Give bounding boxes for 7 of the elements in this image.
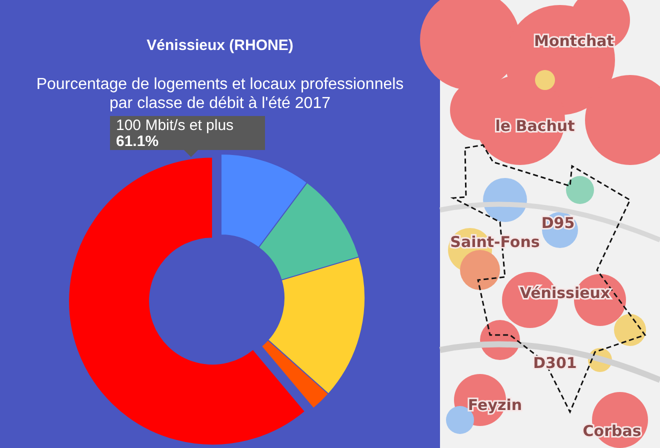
text: D301 bbox=[533, 354, 577, 372]
slice-label: 100 Mbit/s et plus bbox=[116, 117, 234, 134]
chart-title: Vénissieux (RHONE) bbox=[146, 37, 294, 54]
text: D95 bbox=[541, 214, 575, 232]
text: Montchat bbox=[534, 32, 614, 50]
chart-subtitle: Pourcentage de logements et locaux professionnels par classe de débit à l'été 2017 bbox=[36, 76, 404, 112]
data-label: 61.1% bbox=[116, 133, 159, 150]
